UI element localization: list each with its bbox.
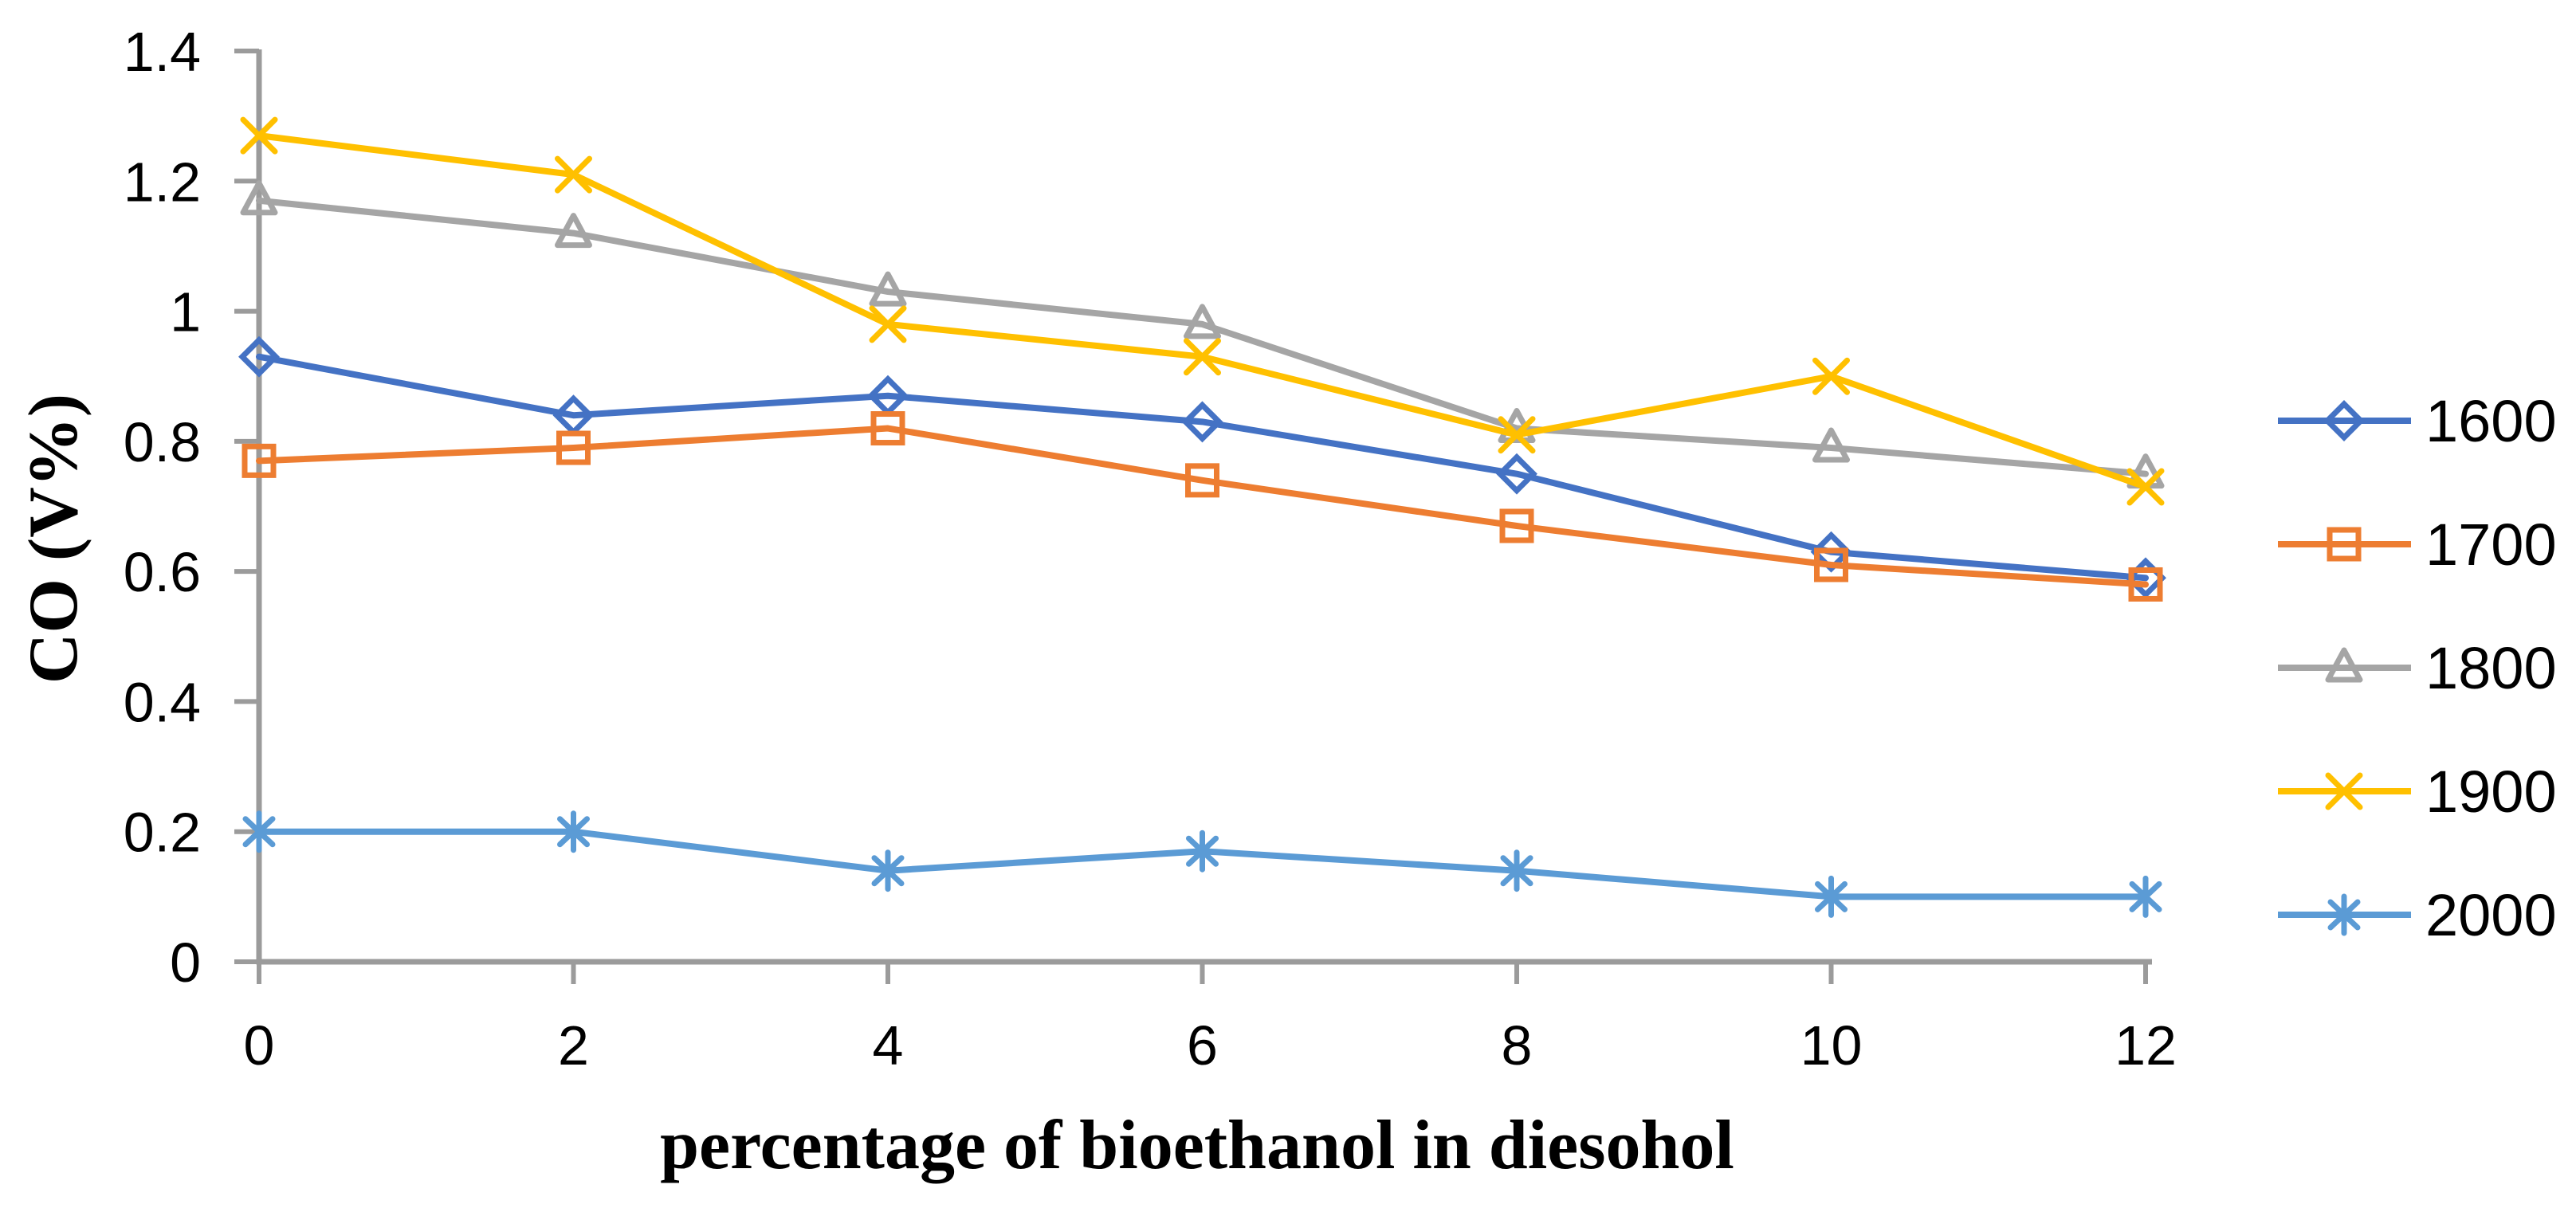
legend-item-1800: 1800 xyxy=(2278,635,2557,701)
marker-square-icon xyxy=(556,430,591,465)
marker-asterisk-icon xyxy=(871,849,905,892)
series-1900 xyxy=(240,116,2165,506)
marker-asterisk-icon xyxy=(2129,875,2162,918)
marker-square-icon xyxy=(870,411,905,446)
marker-asterisk-icon xyxy=(557,810,590,853)
y-tick-label: 0.8 xyxy=(124,411,201,473)
marker-square-icon xyxy=(1499,508,1534,543)
marker-asterisk-icon xyxy=(1186,830,1219,873)
marker-x-icon xyxy=(1184,338,1221,376)
marker-triangle-icon xyxy=(2325,647,2363,683)
marker-triangle-icon xyxy=(555,213,592,249)
marker-square-icon xyxy=(1814,547,1848,582)
marker-square-icon xyxy=(1185,463,1219,498)
marker-asterisk-icon xyxy=(2327,893,2361,936)
x-tick-label: 8 xyxy=(1502,1014,1533,1077)
x-tick-label: 6 xyxy=(1187,1014,1218,1077)
marker-x-icon xyxy=(2126,468,2165,506)
series-line-1700 xyxy=(256,425,2149,588)
marker-x-icon xyxy=(2325,772,2363,810)
series-1700 xyxy=(242,411,2163,602)
x-axis-title: percentage of bioethanol in diesohol xyxy=(660,1107,1734,1184)
y-tick-label: 0 xyxy=(170,931,201,994)
y-tick-label: 1 xyxy=(170,281,201,343)
series-2000 xyxy=(242,810,2162,918)
legend-label: 1700 xyxy=(2425,512,2557,578)
marker-asterisk-icon xyxy=(1500,849,1533,892)
x-tick-label: 0 xyxy=(244,1014,275,1077)
marker-triangle-icon xyxy=(1184,304,1221,339)
marker-square-icon xyxy=(2327,527,2362,562)
y-tick-label: 0.2 xyxy=(124,802,201,864)
y-tick-label: 0.6 xyxy=(124,541,201,603)
marker-diamond-icon xyxy=(552,394,595,437)
y-axis-title: CO (V%) xyxy=(15,394,92,684)
marker-diamond-icon xyxy=(238,335,280,378)
y-tick-label: 0.4 xyxy=(124,671,201,733)
x-tick-label: 2 xyxy=(558,1014,589,1077)
marker-x-icon xyxy=(1812,357,1850,395)
legend: 1600 1700 1800 1900 2000 xyxy=(2278,388,2557,948)
x-tick-label: 4 xyxy=(873,1014,904,1077)
marker-diamond-icon xyxy=(1496,453,1537,495)
marker-x-icon xyxy=(240,116,278,155)
legend-label: 1900 xyxy=(2425,759,2557,825)
marker-triangle-icon xyxy=(240,180,278,216)
x-tick-label: 12 xyxy=(2115,1014,2177,1077)
axes: 0 0.2 0.4 0.6 0.8 1 1.2 1.4 0 2 4 6 8 10 12 xyxy=(124,21,2177,1077)
marker-triangle-icon xyxy=(1812,427,1850,463)
legend-label: 1600 xyxy=(2425,388,2557,454)
legend-item-1600: 1600 xyxy=(2278,388,2557,454)
legend-item-2000: 2000 xyxy=(2278,882,2557,948)
y-tick-label: 1.4 xyxy=(124,21,201,83)
marker-diamond-icon xyxy=(867,375,909,417)
legend-item-1900: 1900 xyxy=(2278,759,2557,825)
marker-asterisk-icon xyxy=(1815,875,1848,918)
marker-square-icon xyxy=(2128,567,2163,602)
legend-label: 1800 xyxy=(2425,635,2557,701)
marker-x-icon xyxy=(555,155,592,194)
x-tick-label: 10 xyxy=(1800,1014,1863,1077)
marker-diamond-icon xyxy=(2323,400,2365,441)
marker-x-icon xyxy=(869,305,907,343)
series-line-1800 xyxy=(256,197,2149,477)
marker-triangle-icon xyxy=(869,271,907,307)
legend-label: 2000 xyxy=(2425,882,2557,948)
marker-square-icon xyxy=(242,443,277,478)
legend-item-1700: 1700 xyxy=(2278,512,2557,578)
marker-x-icon xyxy=(1498,416,1536,454)
y-tick-label: 1.2 xyxy=(124,151,201,213)
marker-asterisk-icon xyxy=(242,810,276,853)
marker-diamond-icon xyxy=(1181,401,1223,443)
